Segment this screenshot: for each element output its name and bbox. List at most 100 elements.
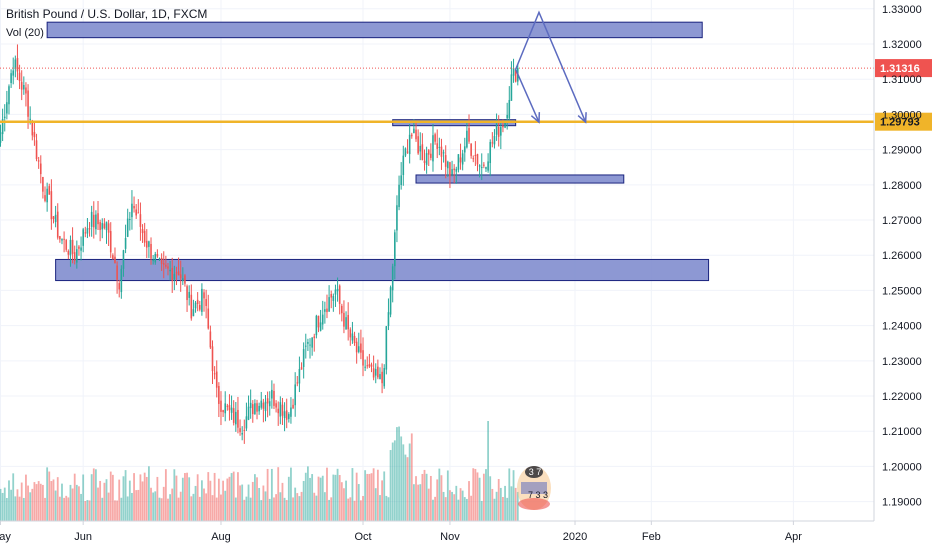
volume-bar: [472, 468, 475, 521]
volume-bar: [88, 500, 91, 521]
volume-bar: [14, 496, 17, 521]
candle-body: [167, 266, 169, 269]
projection-arrow: [514, 69, 540, 123]
volume-bar: [279, 492, 282, 521]
candle-body: [114, 256, 116, 264]
candle-body: [410, 134, 413, 137]
volume-bar: [396, 427, 398, 521]
candle-body: [145, 240, 148, 248]
candle-body: [466, 130, 468, 148]
volume-bar: [442, 491, 445, 521]
volume-bar: [328, 499, 330, 521]
volume-bar: [107, 492, 110, 521]
candle-body: [374, 368, 377, 376]
price-tick-label: 1.19000: [882, 497, 922, 509]
candle-body: [385, 326, 388, 370]
volume-bar: [381, 480, 383, 521]
volume-bar: [128, 480, 131, 521]
price-tick-label: 1.31000: [882, 74, 922, 86]
volume-bar: [232, 471, 235, 521]
volume-bar: [114, 500, 116, 521]
volume-indicator-label[interactable]: Vol (20): [6, 27, 44, 39]
volume-bar: [201, 480, 203, 521]
candle-body: [105, 221, 108, 231]
volume-bar: [408, 443, 411, 521]
candle-body: [48, 186, 51, 195]
volume-bar: [393, 440, 396, 521]
volume-bar: [463, 497, 466, 521]
volume-bar: [391, 442, 394, 521]
volume-bar: [179, 491, 182, 521]
volume-bar: [184, 473, 186, 521]
volume-bar: [309, 477, 311, 521]
volume-bar: [103, 482, 106, 521]
volume-bar: [387, 497, 390, 521]
volume-bar: [334, 474, 337, 521]
price-tick-label: 1.25000: [882, 285, 922, 297]
volume-bar: [410, 433, 413, 521]
candle-body: [425, 153, 428, 165]
volume-bar: [466, 498, 468, 521]
candle-body: [491, 142, 494, 144]
volume-bar: [67, 497, 70, 521]
candle-body: [495, 123, 498, 135]
candle-body: [463, 146, 466, 153]
candle-body: [27, 90, 29, 117]
candle-body: [379, 374, 381, 380]
volume-bar: [353, 500, 356, 521]
candle-body: [52, 216, 55, 219]
volume-bar: [27, 485, 29, 521]
volume-bar: [73, 473, 76, 521]
candle-body: [88, 228, 91, 230]
volume-bar: [368, 473, 371, 521]
candle-body: [370, 364, 373, 367]
volume-bar: [239, 485, 241, 521]
volume-bar: [156, 476, 159, 521]
volume-bar: [109, 471, 112, 521]
volume-bar: [360, 500, 362, 521]
volume-bar: [330, 497, 333, 521]
volume-bar: [139, 474, 142, 521]
volume-bar: [54, 490, 57, 521]
volume-bar: [171, 488, 174, 521]
candle-body: [273, 390, 275, 406]
candle-body: [175, 272, 178, 274]
volume-bar: [203, 488, 205, 521]
candle-body: [256, 403, 258, 412]
zone-box: [415, 174, 625, 184]
volume-bar: [402, 444, 405, 521]
volume-bar: [383, 471, 386, 521]
candle-body: [330, 294, 333, 298]
volume-bar: [196, 474, 199, 521]
volume-bar: [468, 481, 470, 521]
candle-body: [73, 252, 76, 261]
volume-bar: [141, 481, 144, 521]
candle-body: [264, 401, 267, 412]
volume-bar: [10, 489, 12, 521]
volume-bar: [143, 472, 146, 521]
candle-body: [230, 407, 233, 413]
candle-body: [122, 250, 125, 269]
volume-bar: [188, 477, 191, 521]
candle-body: [254, 403, 256, 415]
candle-body: [184, 275, 186, 284]
candle-body: [84, 232, 87, 234]
candle-body: [124, 238, 127, 249]
volume-bar: [111, 474, 114, 521]
candle-body: [258, 405, 260, 412]
price-tick-label: 1.28000: [882, 180, 922, 192]
volume-bar: [118, 479, 121, 521]
horizontal-level-label: 1.29793: [880, 117, 920, 129]
candle-body: [194, 302, 197, 309]
volume-bar: [50, 481, 53, 521]
candle-body: [285, 410, 288, 420]
candle-body: [139, 214, 142, 227]
volume-bar: [283, 497, 286, 521]
candle-body: [311, 337, 313, 348]
candle-body: [406, 151, 409, 153]
price-axis: 1.33000 1.32000 1.31000 1.30000 1.29000 1.280…: [873, 0, 922, 521]
candle-body: [173, 273, 176, 280]
candle-body: [209, 331, 212, 348]
candle-body: [154, 253, 157, 263]
